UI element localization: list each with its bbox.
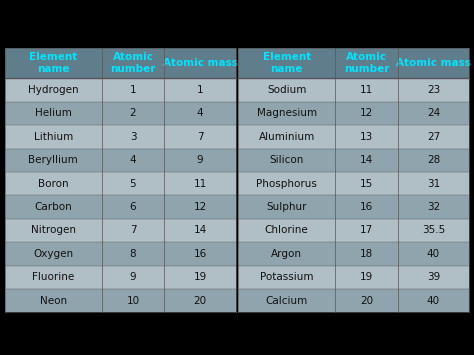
Text: 8: 8: [130, 249, 137, 259]
Text: 12: 12: [193, 202, 207, 212]
Bar: [5, 148, 236, 172]
Text: 5: 5: [130, 179, 137, 189]
Bar: [5, 289, 236, 312]
Bar: [238, 289, 469, 312]
Bar: [238, 219, 469, 242]
Text: 15: 15: [360, 179, 373, 189]
Text: 7: 7: [197, 132, 203, 142]
Text: Calcium: Calcium: [265, 296, 308, 306]
Bar: [238, 48, 469, 78]
Bar: [5, 125, 236, 148]
Text: Atomic mass: Atomic mass: [163, 58, 237, 68]
Bar: [5, 102, 236, 125]
Bar: [238, 102, 469, 125]
Bar: [5, 195, 236, 219]
Bar: [238, 125, 469, 148]
Text: 20: 20: [360, 296, 373, 306]
Text: Argon: Argon: [271, 249, 302, 259]
Text: Magnesium: Magnesium: [256, 108, 317, 119]
Text: 6: 6: [130, 202, 137, 212]
Text: Neon: Neon: [40, 296, 67, 306]
Text: 16: 16: [193, 249, 207, 259]
Text: Potassium: Potassium: [260, 272, 313, 282]
Text: Boron: Boron: [38, 179, 69, 189]
Text: Silicon: Silicon: [270, 155, 304, 165]
Text: Oxygen: Oxygen: [33, 249, 73, 259]
Text: 40: 40: [427, 249, 440, 259]
Bar: [5, 78, 236, 102]
Text: 3: 3: [130, 132, 137, 142]
Text: Element
name: Element name: [263, 52, 311, 74]
Text: 32: 32: [427, 202, 440, 212]
Bar: [5, 219, 236, 242]
Text: 11: 11: [193, 179, 207, 189]
Text: 2: 2: [130, 108, 137, 119]
Text: 20: 20: [193, 296, 207, 306]
Text: 23: 23: [427, 85, 440, 95]
Text: Element
name: Element name: [29, 52, 77, 74]
Text: 14: 14: [360, 155, 373, 165]
Text: 9: 9: [130, 272, 137, 282]
Bar: [238, 242, 469, 266]
Text: 10: 10: [127, 296, 139, 306]
Bar: [238, 148, 469, 172]
Text: Fluorine: Fluorine: [32, 272, 74, 282]
Text: 27: 27: [427, 132, 440, 142]
Bar: [5, 242, 236, 266]
Bar: [238, 78, 469, 102]
Text: Hydrogen: Hydrogen: [28, 85, 79, 95]
Text: 19: 19: [360, 272, 373, 282]
Text: Atomic
number: Atomic number: [110, 52, 155, 74]
Text: 4: 4: [197, 108, 203, 119]
Text: 9: 9: [197, 155, 203, 165]
Text: 19: 19: [193, 272, 207, 282]
Text: 12: 12: [360, 108, 373, 119]
Text: Sulphur: Sulphur: [266, 202, 307, 212]
Text: Aluminium: Aluminium: [259, 132, 315, 142]
Text: Chlorine: Chlorine: [265, 225, 309, 235]
Text: Atomic mass: Atomic mass: [396, 58, 471, 68]
Text: 39: 39: [427, 272, 440, 282]
Text: 18: 18: [360, 249, 373, 259]
Bar: [238, 172, 469, 195]
Text: 31: 31: [427, 179, 440, 189]
Text: 35.5: 35.5: [422, 225, 445, 235]
Text: 14: 14: [193, 225, 207, 235]
Text: Helium: Helium: [35, 108, 72, 119]
Text: Sodium: Sodium: [267, 85, 306, 95]
Text: Phosphorus: Phosphorus: [256, 179, 317, 189]
Text: Lithium: Lithium: [34, 132, 73, 142]
Text: Carbon: Carbon: [35, 202, 72, 212]
Text: 4: 4: [130, 155, 137, 165]
Text: 16: 16: [360, 202, 373, 212]
Text: 1: 1: [197, 85, 203, 95]
Text: 40: 40: [427, 296, 440, 306]
Bar: [5, 48, 236, 78]
Text: Atomic
number: Atomic number: [344, 52, 389, 74]
Bar: [238, 195, 469, 219]
Text: 13: 13: [360, 132, 373, 142]
Text: 1: 1: [130, 85, 137, 95]
Text: 7: 7: [130, 225, 137, 235]
Text: Nitrogen: Nitrogen: [31, 225, 76, 235]
Text: 11: 11: [360, 85, 373, 95]
Text: 28: 28: [427, 155, 440, 165]
Text: 24: 24: [427, 108, 440, 119]
Bar: [5, 172, 236, 195]
Text: 17: 17: [360, 225, 373, 235]
Text: Beryllium: Beryllium: [28, 155, 78, 165]
Bar: [238, 266, 469, 289]
Bar: [5, 266, 236, 289]
